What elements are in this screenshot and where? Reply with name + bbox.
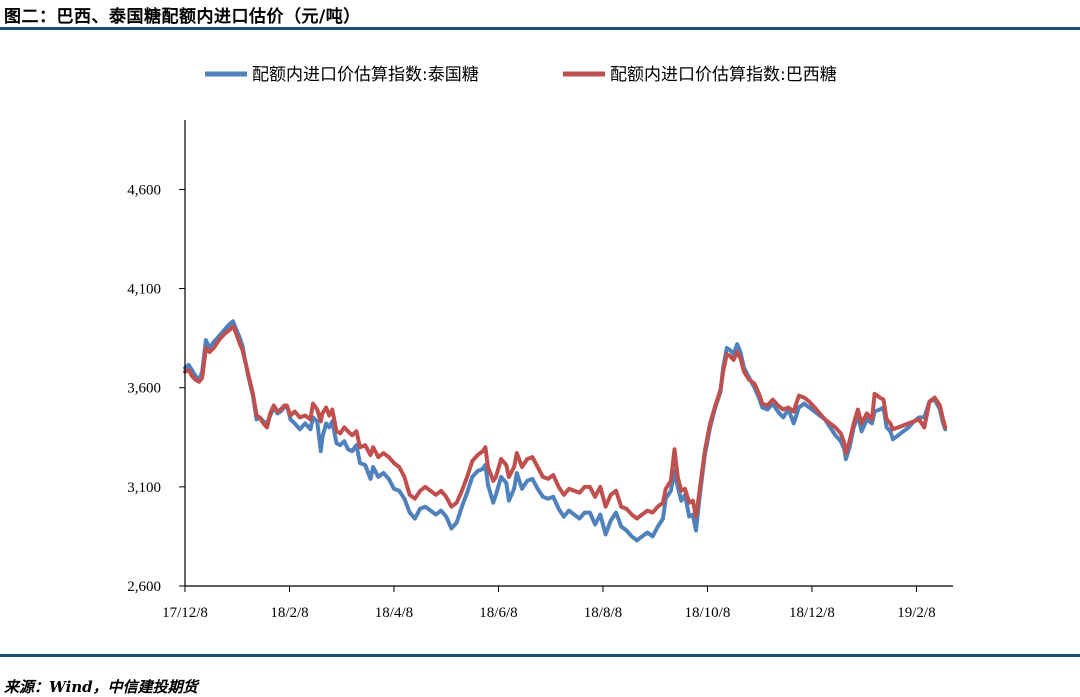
footer-rule <box>0 654 1080 657</box>
x-tick-label: 18/4/8 <box>375 605 413 621</box>
series-line-thailand <box>183 319 948 543</box>
y-tick-label: 2,600 <box>127 579 161 595</box>
x-tick-label: 18/10/8 <box>685 605 731 621</box>
legend-label: 配额内进口价估算指数:巴西糖 <box>610 65 837 85</box>
x-tick-label: 18/2/8 <box>270 605 308 621</box>
x-tick-label: 18/12/8 <box>789 605 835 621</box>
y-tick-label: 3,600 <box>127 381 161 397</box>
y-tick-label: 4,600 <box>127 182 161 198</box>
x-tick-label: 18/8/8 <box>584 605 622 621</box>
legend: 配额内进口价估算指数:泰国糖 配额内进口价估算指数:巴西糖 <box>205 65 837 85</box>
header-rule <box>0 27 1080 30</box>
line-chart: 配额内进口价估算指数:泰国糖 配额内进口价估算指数:巴西糖 2,600 3,100 3… <box>127 65 953 621</box>
y-tick-label: 3,100 <box>127 480 161 496</box>
legend-label: 配额内进口价估算指数:泰国糖 <box>252 65 479 85</box>
axes: 2,600 3,100 3,600 4,100 4,600 17/12/8 18/2/8 18… <box>127 120 953 621</box>
chart-title: 图二：巴西、泰国糖配额内进口估价（元/吨） <box>4 7 361 27</box>
x-tick-label: 17/12/8 <box>162 605 208 621</box>
y-tick-label: 4,100 <box>127 282 161 298</box>
x-tick-label: 18/6/8 <box>479 605 517 621</box>
x-tick-label: 19/2/8 <box>897 605 935 621</box>
series-line-brazil <box>183 324 948 521</box>
series-layer <box>183 319 948 543</box>
source-note: 来源：Wind，中信建投期货 <box>4 678 198 696</box>
